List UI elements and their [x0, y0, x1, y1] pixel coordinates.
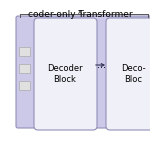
- FancyBboxPatch shape: [34, 18, 97, 130]
- Text: Deco-
Bloc: Deco- Bloc: [121, 64, 145, 84]
- FancyBboxPatch shape: [106, 18, 150, 130]
- FancyBboxPatch shape: [20, 48, 30, 57]
- FancyBboxPatch shape: [20, 64, 30, 74]
- Text: Decoder
Block: Decoder Block: [47, 64, 83, 84]
- FancyBboxPatch shape: [20, 81, 30, 90]
- FancyBboxPatch shape: [16, 16, 150, 128]
- Text: coder-only Transformer: coder-only Transformer: [28, 10, 132, 19]
- Text: ...: ...: [98, 60, 106, 70]
